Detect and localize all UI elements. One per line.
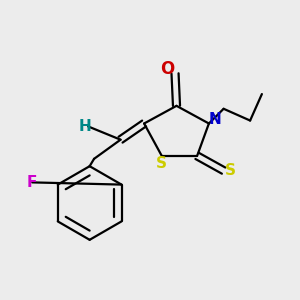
Text: F: F [27, 175, 38, 190]
Text: O: O [160, 60, 175, 78]
Text: H: H [79, 119, 92, 134]
Text: S: S [225, 163, 236, 178]
Text: N: N [208, 112, 221, 128]
Text: S: S [156, 156, 167, 171]
